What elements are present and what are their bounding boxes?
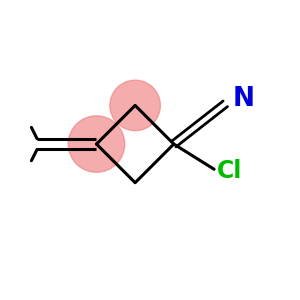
Circle shape xyxy=(110,80,160,131)
Text: N: N xyxy=(233,86,255,112)
Text: Cl: Cl xyxy=(217,159,242,183)
Circle shape xyxy=(68,116,125,172)
